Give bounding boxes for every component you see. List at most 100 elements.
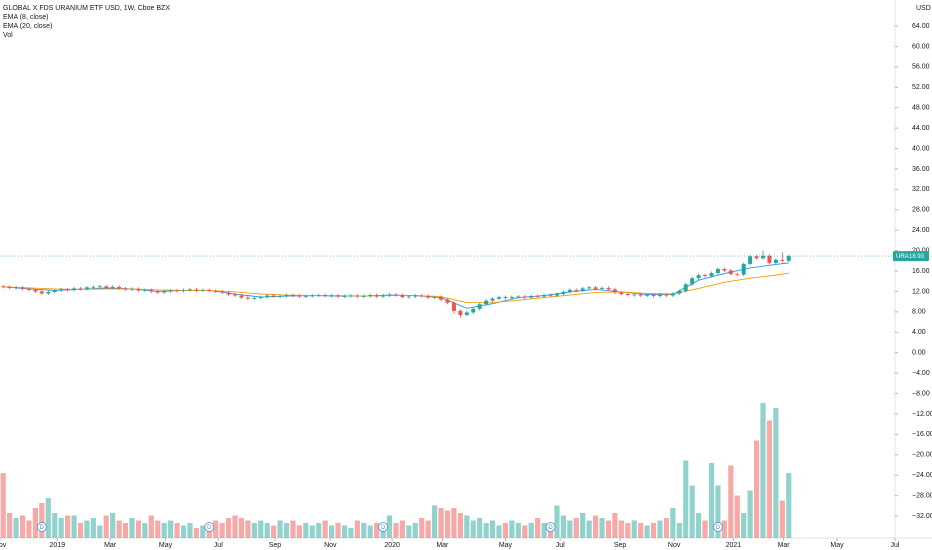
volume-bar [13,518,19,538]
dividend-label: D [381,525,386,531]
volume-bar [187,523,193,538]
volume-bar [45,498,51,538]
volume-bar [612,513,618,538]
volume-bar [296,525,303,538]
candle-body [761,255,765,259]
volume-bar [251,523,257,538]
volume-bar [528,523,534,538]
candle-body [497,297,502,299]
candle-body [72,288,77,290]
volume-bar [650,523,657,538]
candle-body [91,286,96,288]
volume-bar [515,523,521,538]
x-tick-label: Sep [269,542,282,549]
y-tick-label: 4.00 [912,329,926,336]
x-tick-label: Mar [778,542,791,549]
candle-body [278,296,283,297]
candle-body [690,278,695,285]
last-price-box [893,251,929,262]
volume-bar [773,408,779,538]
y-tick-label: 32.00 [912,186,930,193]
volume-bar [721,520,727,538]
candle-body [39,291,44,294]
candle-body [233,294,238,296]
candle-body [348,295,353,297]
volume-bar [657,520,663,538]
y-tick-label: −8.00 [912,390,930,397]
volume-bar [316,523,322,538]
x-tick-label: Jul [214,542,223,549]
candle-body [336,295,341,297]
volume-bar [554,505,560,538]
volume-bar [225,518,232,538]
candle-body [426,296,431,298]
volume-bar [715,485,721,538]
x-tick-label: May [159,542,173,549]
dividend-marker [204,522,215,532]
dividend-label: D [716,525,721,531]
candle-body [168,290,173,292]
candle-body [1,286,6,288]
volume-bar [432,505,438,538]
candle-body [97,286,102,288]
candle-body [271,295,276,297]
y-tick-label: −12.00 [912,411,932,418]
volume-bar [412,523,418,538]
volume-bar [599,518,605,538]
candle-body [748,256,753,264]
candle-body [387,294,392,296]
volume-bar [303,523,309,538]
volume-bar [696,513,702,538]
symbol-label: URA [896,254,909,260]
volume-bar [747,490,753,538]
candle-body [316,295,321,296]
candle-body [46,291,51,294]
candle-body [400,295,405,298]
candle-body [516,296,521,298]
candle-body [625,294,630,296]
volume-bar [483,523,489,538]
candle-body [290,295,295,296]
candle-body [767,255,772,263]
candle-body [14,287,19,289]
volume-bar [174,523,180,538]
volume-bar [335,523,341,538]
candle-body [123,288,128,290]
volume-bar [477,518,483,538]
volume-bar [702,520,708,538]
volume-bar [457,513,463,538]
dividend-marker [713,522,723,532]
volume-bar [644,525,650,538]
chart-title: GLOBAL X FDS URANIUM ETF USD, 1W, Cboe B… [3,5,170,12]
volume-bar [663,518,670,538]
candle-body [136,288,141,291]
dividend-label: D [40,525,45,531]
volume-bar [522,525,528,538]
volume-bar [52,513,58,538]
y-tick-label: 8.00 [912,309,926,316]
volume-bar [399,520,406,538]
volume-bar [425,520,431,538]
candle-body [542,295,547,297]
volume-bar [341,525,348,538]
candle-body [226,292,231,295]
volume-bar [444,510,451,538]
axes: −32.00 −28.00 −24.00 −20.00 −16.00 −12.00 −8.0… [0,23,932,549]
candle-body [245,297,250,299]
volume-bar [142,523,148,538]
candle-body [522,296,527,298]
candle-body [239,295,244,298]
volume-bar [348,528,354,538]
legend: GLOBAL X FDS URANIUM ETF USD, 1W, Cboe B… [3,5,170,39]
candle-body [194,289,199,291]
candle-body [104,286,109,288]
candle-body [703,275,708,277]
volume-bar [509,520,515,538]
volume-bar [200,525,206,538]
volume-bar [374,523,380,538]
volume-bar [638,523,644,538]
volume-bar [180,525,187,538]
volume-bar [618,520,624,538]
